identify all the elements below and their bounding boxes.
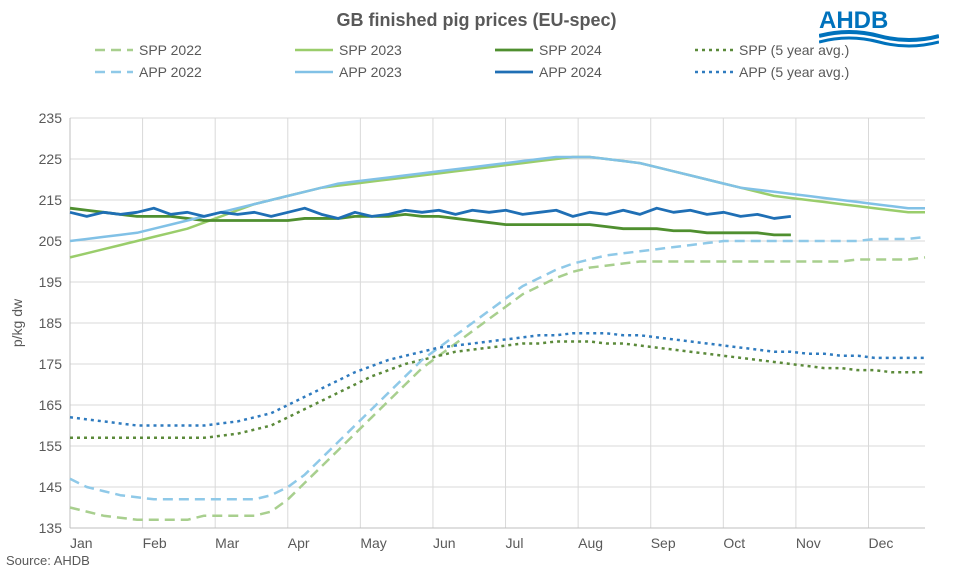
x-tick-label: Feb: [143, 535, 167, 551]
x-tick-label: Apr: [288, 535, 310, 551]
svg-text:AHDB: AHDB: [819, 7, 888, 34]
legend-label: APP 2022: [139, 64, 202, 80]
y-tick-label: 135: [39, 520, 63, 536]
y-tick-label: 185: [39, 315, 63, 331]
y-tick-label: 195: [39, 274, 63, 290]
x-tick-label: Mar: [215, 535, 239, 551]
y-axis-label: p/kg dw: [9, 298, 25, 347]
x-tick-label: Oct: [723, 535, 745, 551]
y-tick-label: 235: [39, 110, 63, 126]
chart-title: GB finished pig prices (EU-spec): [336, 10, 616, 30]
y-tick-label: 215: [39, 192, 63, 208]
x-tick-label: Jan: [70, 535, 93, 551]
legend-label: SPP 2022: [139, 42, 202, 58]
y-tick-label: 145: [39, 479, 63, 495]
x-tick-label: Nov: [796, 535, 821, 551]
y-tick-label: 175: [39, 356, 63, 372]
x-tick-label: Aug: [578, 535, 603, 551]
legend-label: SPP 2024: [539, 42, 602, 58]
y-tick-label: 155: [39, 438, 63, 454]
x-tick-label: Jun: [433, 535, 456, 551]
line-chart: GB finished pig prices (EU-spec) 135 145 15…: [0, 0, 953, 573]
legend-label: APP 2023: [339, 64, 402, 80]
legend-label: APP 2024: [539, 64, 602, 80]
y-tick-label: 205: [39, 233, 63, 249]
chart-container: AHDB GB finished pig prices (EU-spec) 135…: [0, 0, 953, 573]
y-tick-label: 225: [39, 151, 63, 167]
x-tick-label: Sep: [651, 535, 676, 551]
y-tick-label: 165: [39, 397, 63, 413]
x-tick-label: Dec: [869, 535, 894, 551]
source-label: Source: AHDB: [6, 553, 90, 568]
x-tick-label: May: [360, 535, 386, 551]
legend-label: APP (5 year avg.): [739, 64, 849, 80]
x-tick-label: Jul: [506, 535, 524, 551]
ahdb-logo: AHDB: [819, 6, 939, 53]
legend-label: SPP 2023: [339, 42, 402, 58]
